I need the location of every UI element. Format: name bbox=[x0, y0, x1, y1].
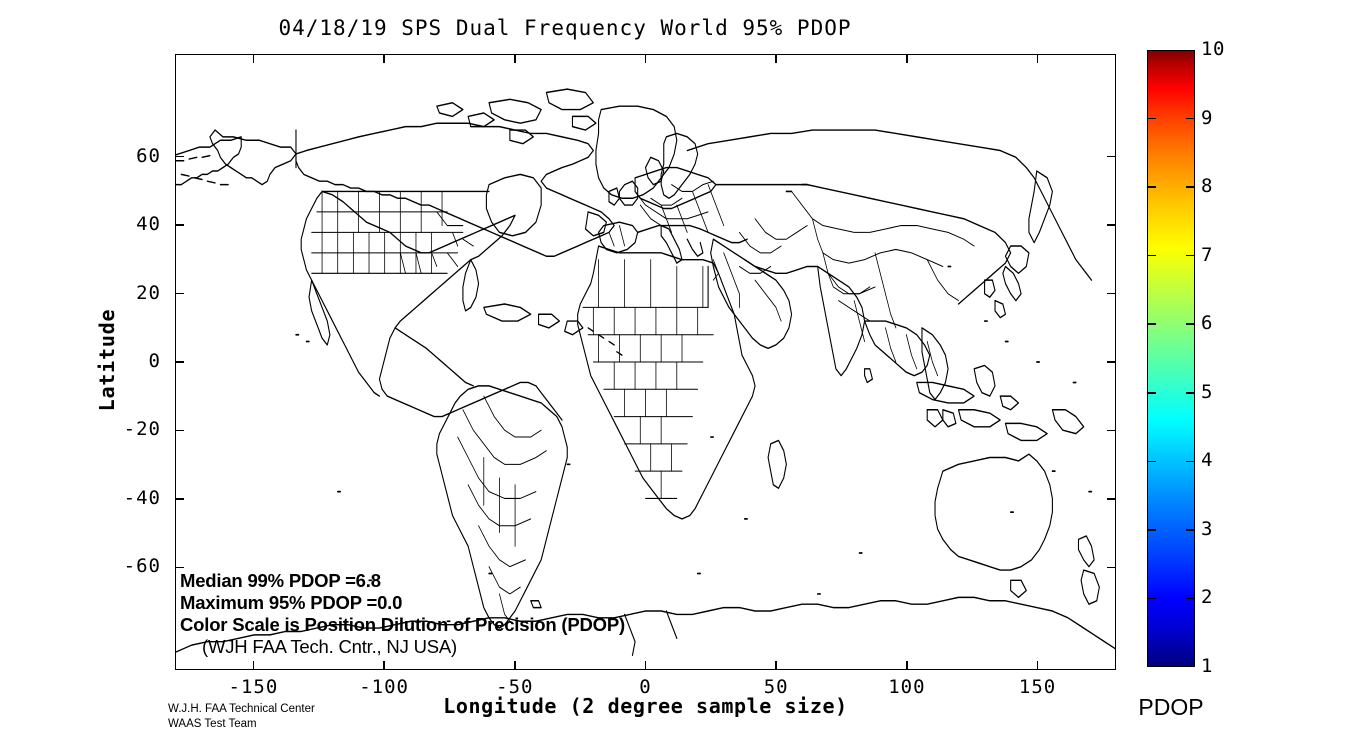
y-axis-tick-label: 0 bbox=[148, 350, 161, 372]
y-axis-tick-right bbox=[1107, 155, 1116, 158]
colorbar-tick-label: 2 bbox=[1201, 586, 1213, 609]
y-axis-tick-right bbox=[1107, 566, 1116, 569]
colorbar-tick-right bbox=[1186, 529, 1195, 531]
y-axis-tick-right bbox=[1107, 292, 1116, 295]
y-axis-tick-right bbox=[1107, 224, 1116, 226]
colorbar-tick bbox=[1147, 117, 1156, 120]
colorbar-tick-right bbox=[1186, 117, 1195, 120]
coastlines-group bbox=[176, 88, 1115, 657]
x-axis-tick-label: -150 bbox=[228, 676, 279, 698]
credit-line-2: WAAS Test Team bbox=[168, 718, 257, 730]
colorbar-title: PDOP bbox=[1138, 694, 1204, 720]
colorbar-tick-label: 4 bbox=[1201, 449, 1213, 472]
x-axis-tick-top bbox=[906, 54, 908, 63]
y-axis-tick bbox=[175, 292, 184, 295]
x-axis-tick bbox=[906, 661, 908, 670]
colorbar-tick bbox=[1147, 254, 1156, 257]
colorbar bbox=[1147, 50, 1195, 667]
colorbar-tick-label: 6 bbox=[1201, 312, 1213, 335]
x-axis-tick bbox=[775, 661, 777, 670]
x-axis-tick-label: 50 bbox=[763, 676, 789, 698]
x-axis-tick bbox=[644, 661, 647, 670]
y-axis-tick-right bbox=[1107, 361, 1116, 363]
credit-block: W.J.H. FAA Technical Center WAAS Test Te… bbox=[168, 702, 315, 732]
y-axis-tick bbox=[175, 498, 184, 500]
colorbar-gradient bbox=[1147, 50, 1195, 667]
colorbar-tick bbox=[1147, 529, 1156, 531]
x-axis-tick-label: 100 bbox=[888, 676, 926, 698]
x-axis-tick-top bbox=[383, 54, 385, 63]
x-axis-tick-label: 150 bbox=[1018, 676, 1057, 698]
colorbar-tick-right bbox=[1186, 186, 1195, 188]
colorbar-tick-right bbox=[1186, 391, 1195, 394]
colorbar-tick-right bbox=[1186, 254, 1195, 257]
colorbar-tick bbox=[1147, 323, 1156, 326]
colorbar-tick bbox=[1147, 597, 1156, 600]
colorbar-tick-right bbox=[1186, 323, 1195, 326]
colorbar-tick bbox=[1147, 460, 1156, 463]
y-axis-tick-label: 40 bbox=[136, 213, 161, 236]
y-axis-tick-label: -20 bbox=[123, 418, 161, 441]
y-axis-tick bbox=[175, 566, 184, 569]
map-plot-area bbox=[175, 54, 1116, 670]
colorbar-tick-label: 10 bbox=[1201, 38, 1225, 60]
x-axis-tick-label: -100 bbox=[359, 676, 409, 698]
world-map-svg bbox=[176, 88, 1115, 657]
y-axis-tick bbox=[175, 361, 184, 363]
y-axis-tick bbox=[175, 429, 184, 432]
colorbar-tick-right bbox=[1186, 460, 1195, 463]
color-scale-description-text: Color Scale is Position Dilution of Prec… bbox=[180, 614, 625, 635]
y-axis-tick-right bbox=[1107, 498, 1116, 500]
x-axis-tick-label: -50 bbox=[496, 676, 534, 698]
x-axis-tick-top bbox=[514, 54, 516, 63]
organization-text: (WJH FAA Tech. Cntr., NJ USA) bbox=[202, 636, 457, 657]
colorbar-tick-label: 3 bbox=[1201, 517, 1213, 540]
x-axis-tick-top bbox=[775, 54, 777, 63]
x-axis-tick-top bbox=[1036, 54, 1039, 63]
colorbar-tick-label: 7 bbox=[1201, 243, 1213, 266]
x-axis-tick-label: 0 bbox=[639, 676, 652, 698]
x-axis-title: Longitude (2 degree sample size) bbox=[443, 694, 848, 718]
x-axis-tick bbox=[252, 661, 255, 670]
y-axis-tick-label: -40 bbox=[123, 486, 161, 509]
y-axis-tick bbox=[175, 224, 184, 226]
credit-line-1: W.J.H. FAA Technical Center bbox=[168, 703, 315, 715]
y-axis-tick-label: 60 bbox=[136, 144, 161, 167]
x-axis-tick bbox=[514, 661, 516, 670]
page-title: 04/18/19 SPS Dual Frequency World 95% PD… bbox=[278, 16, 852, 40]
x-axis-tick-top bbox=[252, 54, 255, 63]
colorbar-tick-label: 1 bbox=[1201, 655, 1213, 677]
colorbar-tick-label: 9 bbox=[1201, 106, 1213, 129]
colorbar-tick-label: 5 bbox=[1201, 380, 1213, 403]
x-axis-tick-top bbox=[644, 54, 647, 63]
y-axis-tick-right bbox=[1107, 429, 1116, 432]
statistics-annotation-block: Median 99% PDOP =6.8 Maximum 95% PDOP =0… bbox=[180, 570, 880, 658]
x-axis-tick bbox=[383, 661, 385, 670]
y-axis-tick bbox=[175, 155, 184, 158]
y-axis-tick-label: 20 bbox=[136, 281, 161, 304]
median-pdop-text: Median 99% PDOP =6.8 bbox=[180, 570, 381, 591]
colorbar-tick bbox=[1147, 391, 1156, 394]
x-axis-tick bbox=[1036, 661, 1039, 670]
colorbar-tick bbox=[1147, 186, 1156, 188]
y-axis-tick-label: -60 bbox=[123, 555, 161, 578]
maximum-pdop-text: Maximum 95% PDOP =0.0 bbox=[180, 592, 403, 613]
colorbar-tick-right bbox=[1186, 597, 1195, 600]
colorbar-tick-label: 8 bbox=[1201, 175, 1213, 198]
